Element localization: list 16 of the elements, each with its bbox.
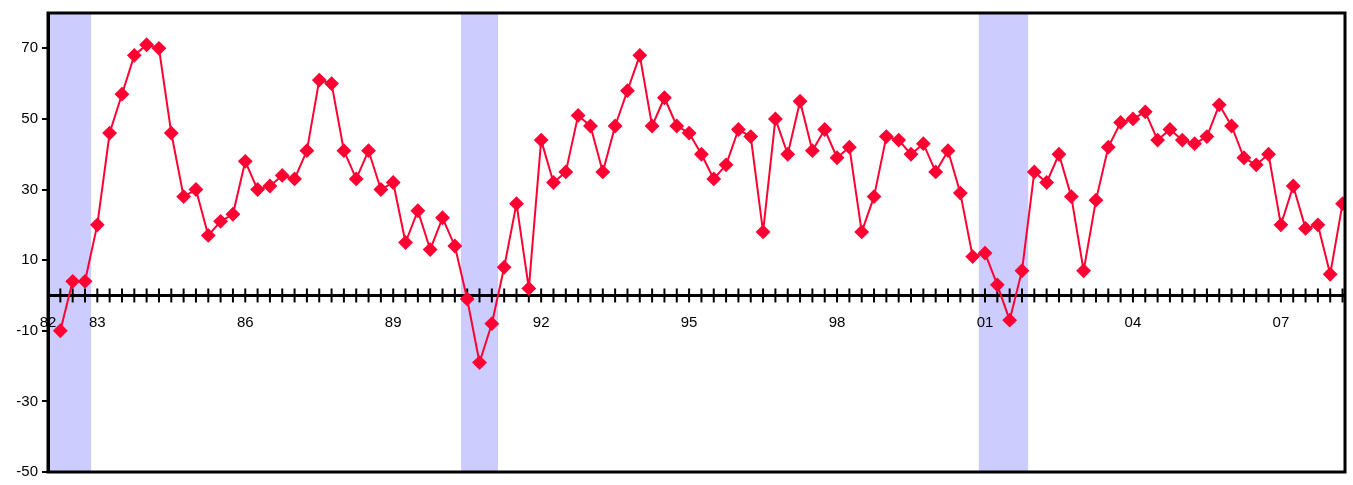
y-tick-label: 50: [21, 109, 38, 127]
x-tick-label: 95: [680, 312, 698, 330]
y-tick-label: 70: [21, 38, 38, 56]
y-tick-label: -10: [16, 320, 38, 338]
x-tick-label: 92: [532, 312, 550, 330]
y-tick-label: -50: [16, 462, 38, 480]
y-tick-label: -30: [16, 391, 38, 409]
x-tick-label: 89: [384, 312, 402, 330]
x-tick-label: 98: [828, 312, 846, 330]
x-tick-label: 83: [88, 312, 106, 330]
x-tick-label: 04: [1124, 312, 1142, 330]
x-tick-label: 01: [976, 312, 994, 330]
y-tick-label: 10: [21, 250, 38, 268]
y-tick-label: 30: [21, 179, 38, 197]
x-tick-label: 86: [236, 312, 254, 330]
x-tick-label: 07: [1272, 312, 1290, 330]
